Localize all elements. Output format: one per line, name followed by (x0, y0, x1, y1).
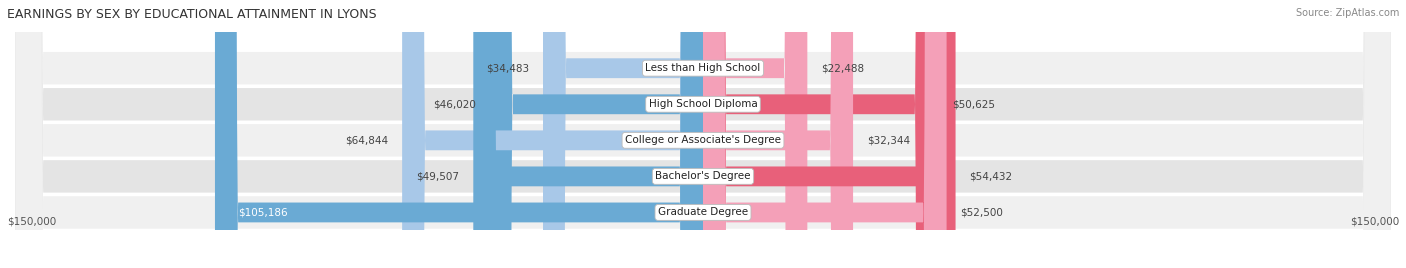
Text: $22,488: $22,488 (821, 63, 865, 73)
Text: Bachelor's Degree: Bachelor's Degree (655, 172, 751, 181)
FancyBboxPatch shape (15, 0, 1391, 268)
FancyBboxPatch shape (703, 0, 946, 268)
FancyBboxPatch shape (15, 0, 1391, 268)
Text: $32,344: $32,344 (868, 135, 910, 145)
Text: Less than High School: Less than High School (645, 63, 761, 73)
Text: $34,483: $34,483 (486, 63, 529, 73)
Text: $150,000: $150,000 (7, 217, 56, 227)
Text: $64,844: $64,844 (344, 135, 388, 145)
Text: $150,000: $150,000 (1350, 217, 1399, 227)
FancyBboxPatch shape (402, 0, 703, 268)
Text: College or Associate's Degree: College or Associate's Degree (626, 135, 780, 145)
FancyBboxPatch shape (15, 0, 1391, 268)
Text: High School Diploma: High School Diploma (648, 99, 758, 109)
FancyBboxPatch shape (15, 0, 1391, 268)
FancyBboxPatch shape (474, 0, 703, 268)
FancyBboxPatch shape (703, 0, 956, 268)
Text: $49,507: $49,507 (416, 172, 460, 181)
Text: $105,186: $105,186 (238, 207, 288, 217)
Text: $54,432: $54,432 (970, 172, 1012, 181)
FancyBboxPatch shape (703, 0, 938, 268)
Text: $50,625: $50,625 (952, 99, 995, 109)
FancyBboxPatch shape (703, 0, 853, 268)
FancyBboxPatch shape (15, 0, 1391, 268)
Text: EARNINGS BY SEX BY EDUCATIONAL ATTAINMENT IN LYONS: EARNINGS BY SEX BY EDUCATIONAL ATTAINMEN… (7, 8, 377, 21)
Text: $46,020: $46,020 (433, 99, 475, 109)
FancyBboxPatch shape (489, 0, 703, 268)
FancyBboxPatch shape (543, 0, 703, 268)
FancyBboxPatch shape (215, 0, 703, 268)
Text: Source: ZipAtlas.com: Source: ZipAtlas.com (1295, 8, 1399, 18)
FancyBboxPatch shape (703, 0, 807, 268)
Text: Graduate Degree: Graduate Degree (658, 207, 748, 217)
Text: $52,500: $52,500 (960, 207, 1004, 217)
